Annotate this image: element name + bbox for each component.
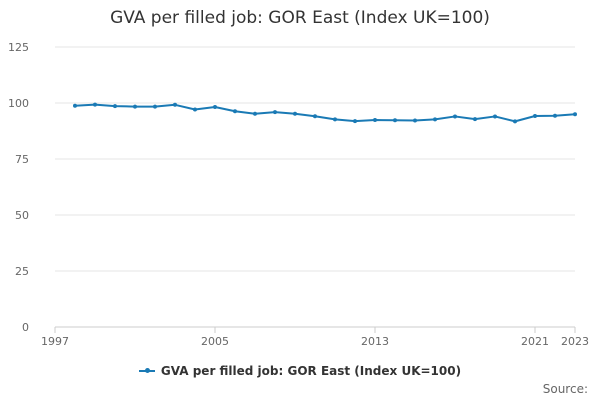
data-point xyxy=(133,104,137,109)
y-tick-label: 100 xyxy=(8,97,29,110)
data-point xyxy=(333,117,337,122)
x-axis xyxy=(54,326,576,333)
chart-title: GVA per filled job: GOR East (Index UK=1… xyxy=(110,8,490,28)
data-point xyxy=(273,110,277,115)
x-tick-label: 2023 xyxy=(561,335,589,348)
x-axis-tick-labels: 1997 2005 2013 2021 2023 xyxy=(41,335,589,348)
data-point xyxy=(293,111,297,116)
legend-swatch xyxy=(138,368,155,373)
y-tick-label: 0 xyxy=(22,321,29,334)
data-point xyxy=(193,107,197,112)
y-tick-label: 125 xyxy=(8,41,29,54)
y-axis-tick-labels: 0 25 50 75 100 125 xyxy=(8,41,29,334)
data-series xyxy=(73,102,577,124)
gridlines xyxy=(55,46,575,272)
y-tick-label: 50 xyxy=(15,209,29,222)
legend[interactable]: GVA per filled job: GOR East (Index UK=1… xyxy=(0,364,600,378)
data-point xyxy=(393,118,397,123)
data-point xyxy=(433,117,437,122)
data-point xyxy=(493,114,497,119)
series-line xyxy=(74,103,576,123)
data-point xyxy=(253,111,257,116)
data-point xyxy=(553,113,557,118)
data-point xyxy=(213,105,217,110)
x-tick-label: 2021 xyxy=(521,335,549,348)
data-point xyxy=(533,113,537,118)
data-point xyxy=(573,112,577,117)
data-point xyxy=(93,102,97,107)
data-point xyxy=(373,118,377,123)
y-tick-label: 75 xyxy=(15,153,29,166)
legend-marker xyxy=(144,368,150,373)
x-tick-label: 2013 xyxy=(361,335,389,348)
data-point xyxy=(413,118,417,123)
data-point xyxy=(513,119,517,124)
x-tick-label: 1997 xyxy=(41,335,69,348)
data-point xyxy=(153,104,157,109)
data-point xyxy=(473,117,477,122)
legend-label: GVA per filled job: GOR East (Index UK=1… xyxy=(160,364,462,378)
data-point xyxy=(313,114,317,119)
data-point xyxy=(353,119,357,124)
data-point xyxy=(113,104,117,109)
x-tick-label: 2005 xyxy=(201,335,229,348)
data-point xyxy=(233,109,237,114)
y-tick-label: 25 xyxy=(15,265,29,278)
data-point xyxy=(73,103,77,108)
data-point xyxy=(173,102,177,107)
source-label: Source: xyxy=(542,382,588,396)
data-point xyxy=(453,114,457,119)
